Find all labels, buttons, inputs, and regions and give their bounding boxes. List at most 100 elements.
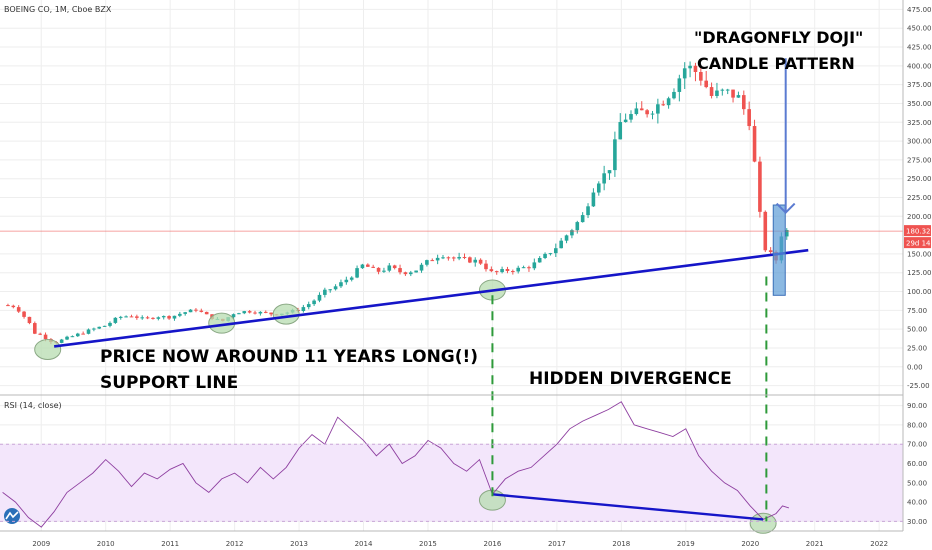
- rsi-line: [2, 401, 790, 528]
- candle-body: [505, 269, 510, 272]
- candle-body: [511, 271, 515, 273]
- candle-body: [339, 282, 343, 287]
- candle-body: [758, 161, 762, 212]
- candle-body: [6, 305, 10, 307]
- candle-body: [441, 257, 445, 259]
- candle-body: [419, 264, 424, 271]
- x-tick-label: 2017: [548, 540, 566, 548]
- candle-body: [231, 314, 236, 318]
- price-tick-label: 75.00: [907, 307, 927, 315]
- x-tick-label: 2018: [612, 540, 630, 548]
- candle-body: [172, 315, 177, 319]
- rsi-axis-labels: 90.00 80.00 70.00 60.00 50.00 40.00 30.00: [907, 402, 927, 526]
- candle-body: [349, 277, 354, 280]
- candle-body: [752, 126, 757, 162]
- candle-body: [575, 222, 580, 231]
- candle-body: [371, 266, 375, 268]
- chart-title: BOEING CO, 1M, Cboe BZX: [4, 5, 112, 14]
- candle-body: [247, 311, 252, 313]
- price-tick-label: 475.00: [907, 6, 932, 14]
- x-tick-label: 2021: [806, 540, 824, 548]
- candle-body: [527, 267, 531, 269]
- candle-body: [768, 250, 773, 253]
- candle-body: [27, 316, 32, 324]
- candle-body: [328, 289, 333, 291]
- candle-body: [564, 235, 569, 241]
- x-tick-label: 2014: [355, 540, 373, 548]
- price-tick-label: 350.00: [907, 100, 932, 108]
- x-tick-label: 2011: [161, 540, 179, 548]
- candle-body: [65, 336, 69, 340]
- candle-body: [145, 317, 150, 319]
- candle-body: [629, 114, 633, 120]
- x-tick-label: 2020: [741, 540, 759, 548]
- candle-body: [623, 119, 628, 123]
- candle-body: [151, 317, 155, 319]
- price-tick-label: 250.00: [907, 175, 932, 183]
- candle-body: [199, 310, 204, 312]
- candle-body: [656, 104, 660, 114]
- candle-body: [392, 265, 397, 269]
- highlight-marker: [34, 338, 62, 360]
- candle-body: [484, 263, 488, 270]
- price-tick-label: 275.00: [907, 156, 932, 164]
- price-tick-label: 100.00: [907, 288, 932, 296]
- price-tick-label: 0.00: [907, 363, 923, 371]
- candle-body: [70, 336, 75, 338]
- rsi-tick-label: 40.00: [907, 499, 927, 507]
- candle-body: [161, 316, 166, 318]
- candle-body: [559, 240, 563, 249]
- candle-body: [33, 323, 37, 334]
- candle-body: [398, 268, 402, 273]
- rsi-divergence-line: [492, 493, 764, 521]
- candle-body: [129, 316, 134, 318]
- candle-body: [124, 316, 128, 318]
- candle-body: [596, 183, 601, 193]
- candle-body: [478, 259, 483, 264]
- x-tick-label: 2013: [290, 540, 308, 548]
- candle-body: [650, 113, 655, 115]
- price-tick-label: 25.00: [907, 344, 927, 352]
- candle-body: [11, 305, 16, 308]
- candle-body: [414, 270, 418, 273]
- candle-body: [451, 257, 456, 259]
- candle-body: [548, 253, 553, 255]
- candle-body: [580, 215, 585, 223]
- candle-body: [425, 260, 429, 265]
- rsi-tick-label: 60.00: [907, 460, 927, 468]
- candle-body: [709, 87, 714, 96]
- candle-body: [75, 333, 80, 337]
- doji-note-line-1: "DRAGONFLY DOJI": [694, 28, 863, 47]
- candle-body: [639, 108, 644, 111]
- candle-body: [462, 256, 467, 258]
- candle-body: [156, 317, 161, 319]
- candle-body: [457, 256, 461, 259]
- candle-body: [317, 294, 322, 301]
- candle-body: [634, 108, 639, 115]
- candle-body: [194, 309, 198, 311]
- candle-body: [269, 312, 273, 315]
- candle-body: [704, 80, 709, 88]
- candle-body: [747, 109, 751, 127]
- candle-body: [543, 253, 547, 259]
- x-tick-label: 2010: [97, 540, 115, 548]
- candle-body: [715, 90, 719, 96]
- candle-body: [435, 257, 440, 261]
- price-tick-label: 125.00: [907, 269, 932, 277]
- candles: [6, 61, 789, 345]
- price-tick-label: 225.00: [907, 194, 932, 202]
- support-note-line-2: SUPPORT LINE: [100, 373, 238, 393]
- candle-body: [784, 229, 789, 237]
- candle-body: [661, 104, 666, 106]
- candle-body: [408, 272, 413, 275]
- last-price-label: 180.32: [906, 228, 931, 236]
- candle-body: [360, 264, 365, 269]
- price-tick-label: 200.00: [907, 213, 932, 221]
- candle-body: [468, 257, 472, 263]
- rsi-tick-label: 70.00: [907, 441, 927, 449]
- candle-body: [355, 268, 359, 278]
- candle-body: [699, 71, 703, 81]
- candle-body: [591, 192, 596, 207]
- candle-body: [108, 322, 112, 326]
- candle-body: [570, 230, 574, 236]
